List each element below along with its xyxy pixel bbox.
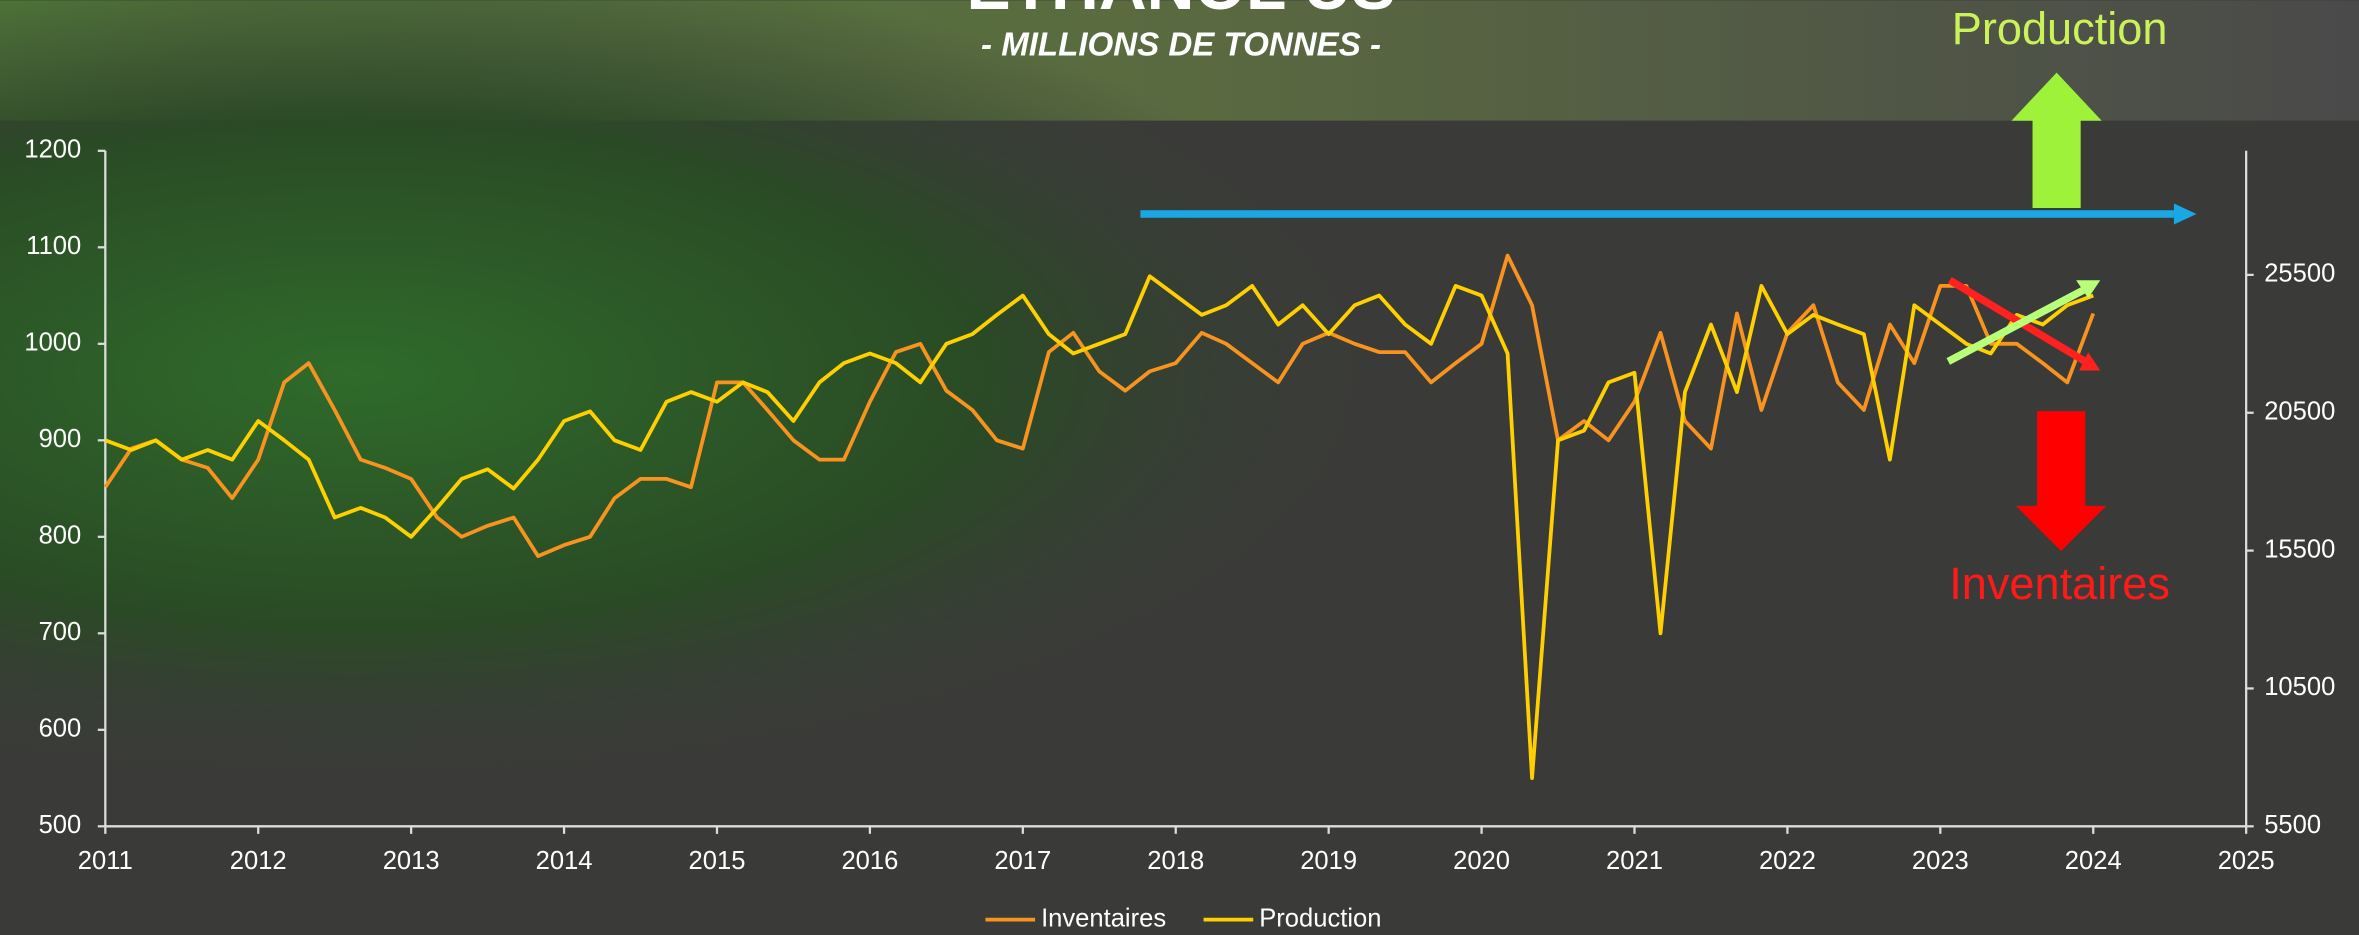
y-tick-label: 600 xyxy=(39,715,82,743)
down-arrow xyxy=(2015,411,2107,551)
trend-up xyxy=(1946,285,2087,365)
x-tick-label: 2024 xyxy=(2065,847,2122,875)
arrow-head xyxy=(2079,352,2101,371)
y2-tick-label: 25500 xyxy=(2264,260,2335,288)
x-tick-label: 2014 xyxy=(536,847,593,875)
x-tick-label: 2012 xyxy=(230,847,287,875)
x-tick-label: 2019 xyxy=(1300,847,1357,875)
y2-tick-label: 20500 xyxy=(2264,397,2335,425)
y2-tick-label: 15500 xyxy=(2264,535,2335,563)
y-tick-label: 900 xyxy=(39,425,82,453)
annotation: Inventaires xyxy=(1949,558,2170,609)
series-line xyxy=(103,253,2096,558)
plot: 500 600 700 800 900 1000 1100 1200 5500 10500 1550… xyxy=(24,136,2335,933)
x-tick-label: 2016 xyxy=(841,847,898,875)
annotation: Production xyxy=(1952,3,2168,54)
x-tick-label: 2020 xyxy=(1453,847,1510,875)
y-tick-label: 1000 xyxy=(24,329,81,357)
legend-label: Production xyxy=(1259,904,1381,932)
chart-subtitle: - MILLIONS DE TONNES - xyxy=(981,27,1381,64)
y-tick-label: 500 xyxy=(39,811,82,839)
y-tick-label: 800 xyxy=(39,522,82,550)
x-tick-label: 2025 xyxy=(2218,847,2275,875)
x-tick-label: 2018 xyxy=(1147,847,1204,875)
x-tick-label: 2017 xyxy=(994,847,1051,875)
arrow-head xyxy=(2173,203,2197,225)
x-tick-label: 2023 xyxy=(1912,847,1969,875)
up-arrow xyxy=(2011,72,2102,208)
x-tick-label: 2022 xyxy=(1759,847,1816,875)
series-line xyxy=(104,274,2094,780)
y2-tick-label: 10500 xyxy=(2264,673,2335,701)
legend-label: Inventaires xyxy=(1041,904,1166,932)
chart-title: ETHANOL US xyxy=(966,0,1395,24)
x-tick-label: 2011 xyxy=(78,847,133,875)
y-tick-label: 700 xyxy=(39,618,82,646)
y2-tick-label: 5500 xyxy=(2264,811,2321,839)
arrow-head xyxy=(2076,280,2101,299)
x-tick-label: 2021 xyxy=(1606,847,1663,875)
y-tick-label: 1200 xyxy=(24,136,81,164)
x-tick-label: 2015 xyxy=(689,847,746,875)
y-tick-label: 1100 xyxy=(26,232,81,260)
x-tick-label: 2013 xyxy=(383,847,440,875)
